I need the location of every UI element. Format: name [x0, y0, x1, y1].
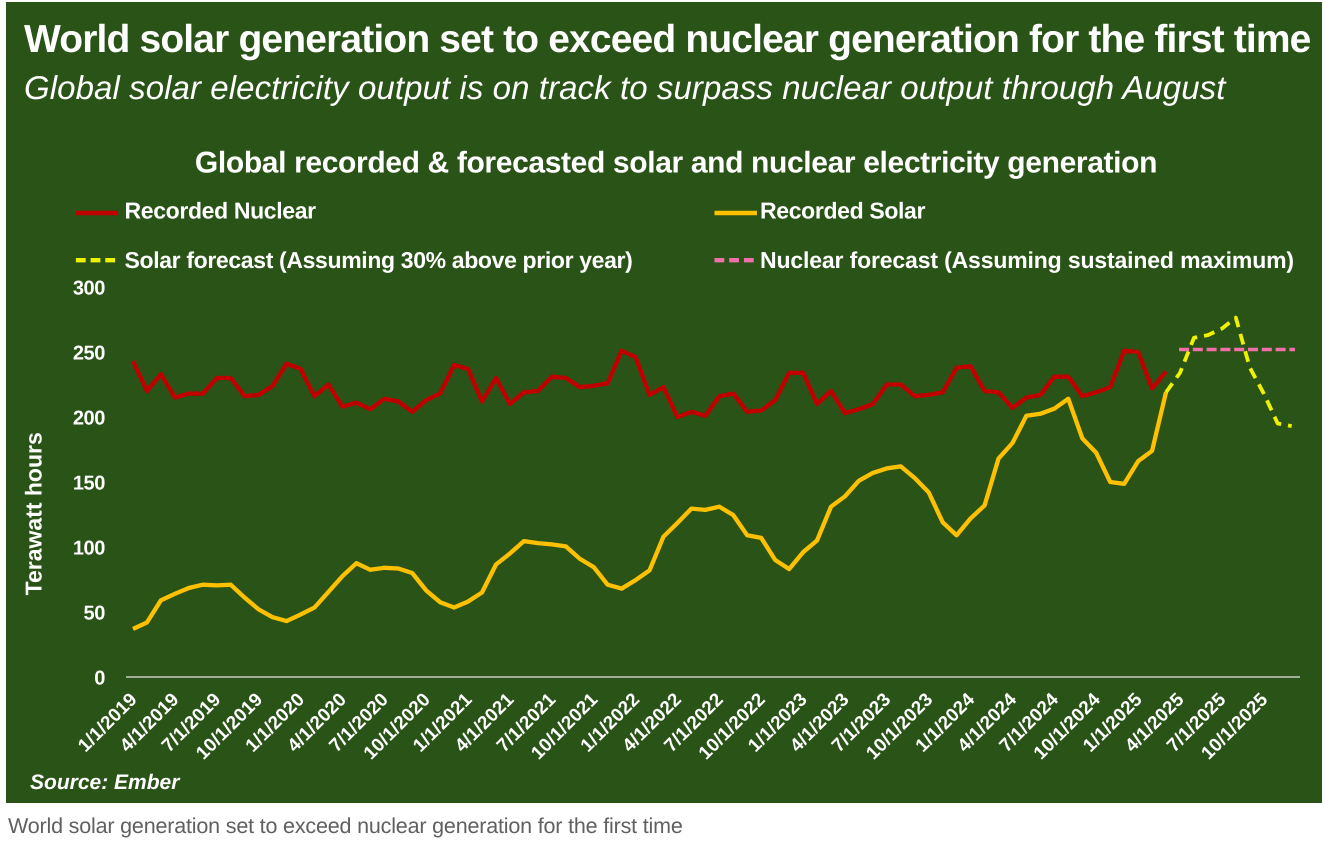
- svg-text:Source: Ember: Source: Ember: [30, 771, 181, 794]
- svg-text:Terawatt hours: Terawatt hours: [21, 432, 47, 595]
- svg-text:Recorded Nuclear: Recorded Nuclear: [125, 197, 317, 223]
- svg-text:Global solar electricity outpu: Global solar electricity output is on tr…: [24, 69, 1227, 106]
- svg-text:50: 50: [84, 602, 106, 624]
- svg-text:Nuclear forecast (Assuming sus: Nuclear forecast (Assuming sustained max…: [760, 247, 1294, 273]
- svg-text:World solar generation set to: World solar generation set to exceed nuc…: [24, 18, 1311, 61]
- svg-text:200: 200: [73, 407, 105, 429]
- svg-text:100: 100: [73, 537, 105, 559]
- svg-text:Solar forecast (Assuming 30% a: Solar forecast (Assuming 30% above prior…: [125, 247, 633, 273]
- svg-text:0: 0: [94, 667, 105, 689]
- svg-text:Global recorded & forecasted s: Global recorded & forecasted solar and n…: [195, 147, 1157, 180]
- svg-text:Recorded Solar: Recorded Solar: [760, 197, 925, 223]
- svg-text:250: 250: [73, 342, 105, 364]
- svg-text:300: 300: [73, 277, 105, 299]
- svg-text:150: 150: [73, 472, 105, 494]
- svg-text:World solar generation set to: World solar generation set to exceed nuc…: [8, 814, 683, 838]
